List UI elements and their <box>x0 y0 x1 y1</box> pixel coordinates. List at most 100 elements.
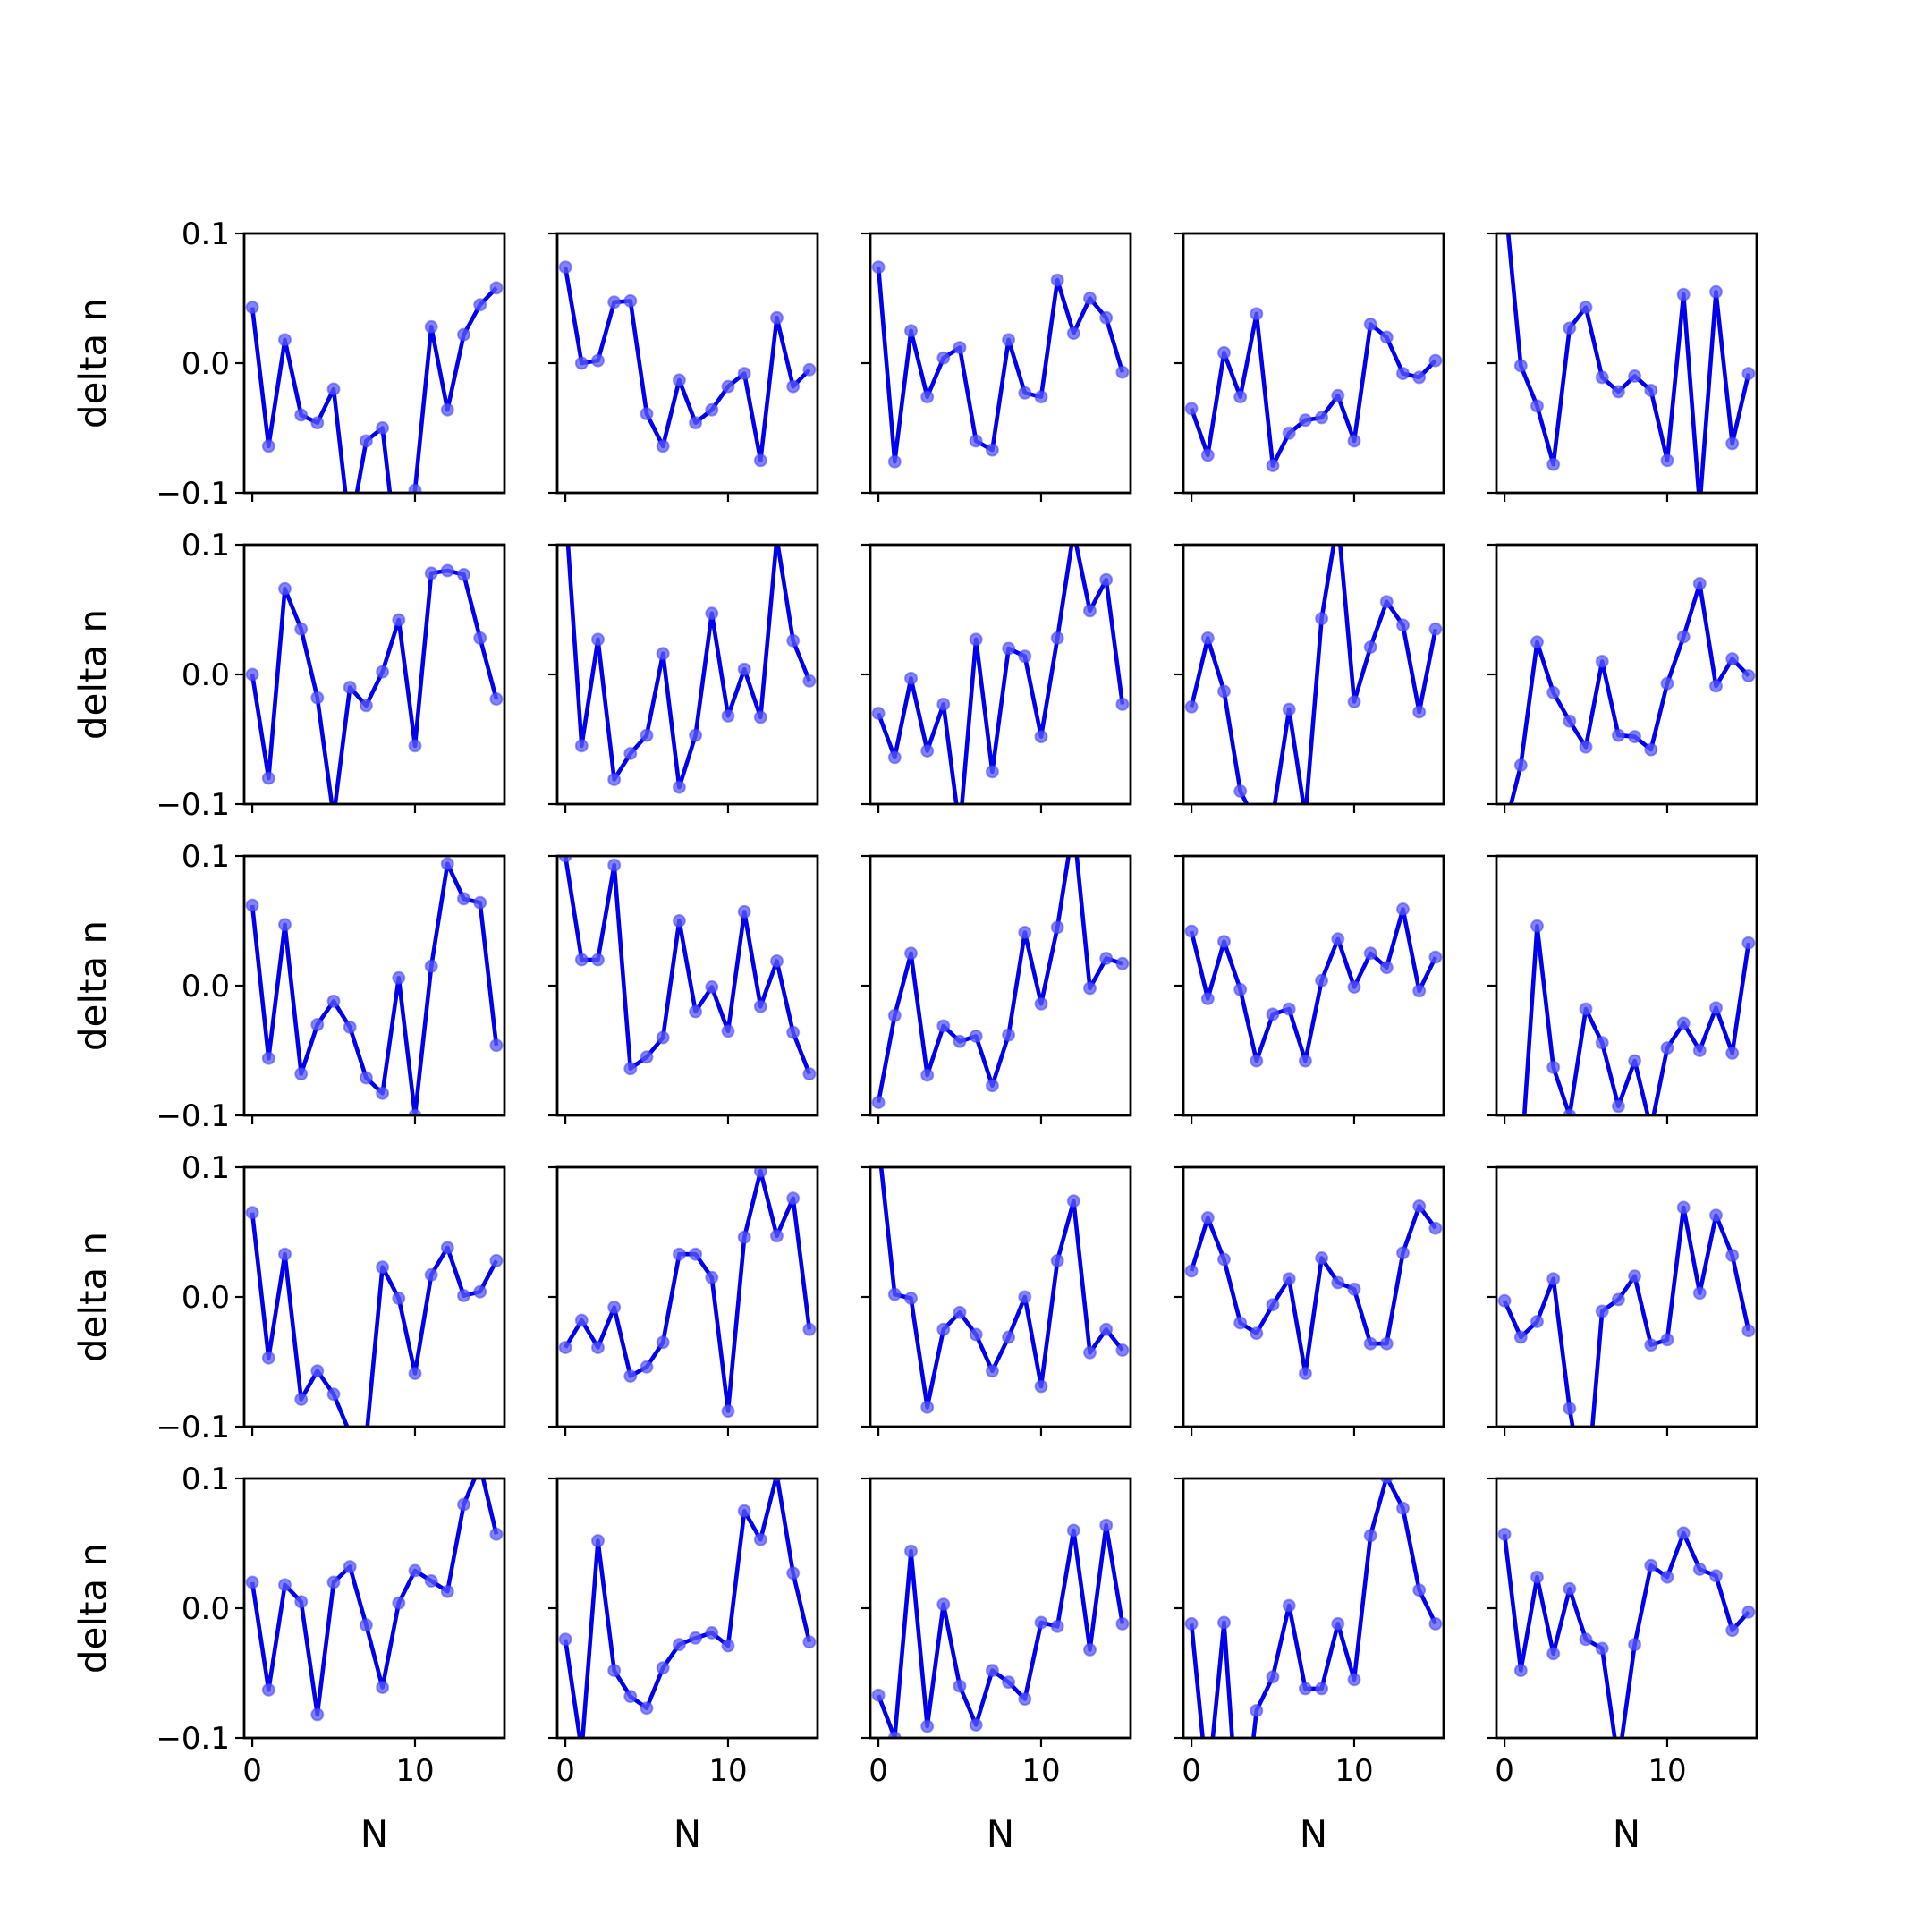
data-point <box>376 1086 390 1100</box>
data-point <box>1595 370 1609 385</box>
data-point <box>985 765 999 779</box>
data-point <box>969 434 983 448</box>
series-group <box>245 281 504 493</box>
data-point <box>294 1067 309 1081</box>
data-point <box>473 895 487 910</box>
data-point <box>607 773 622 786</box>
series-line <box>565 545 812 790</box>
subplot-r3-c4 <box>1487 1165 1758 1436</box>
data-point <box>1644 1558 1658 1572</box>
data-point <box>489 1527 504 1541</box>
data-point <box>1676 1526 1690 1540</box>
data-point <box>1595 1036 1609 1050</box>
data-point <box>1266 1007 1280 1021</box>
data-point <box>261 1682 275 1697</box>
data-point <box>1347 1282 1361 1296</box>
series-line <box>1503 1205 1751 1427</box>
data-point <box>1563 1581 1577 1596</box>
series-line <box>876 545 1125 804</box>
data-point <box>392 613 406 627</box>
data-point <box>1034 996 1048 1011</box>
data-point <box>310 1018 325 1031</box>
data-point <box>871 260 886 275</box>
data-point <box>705 1626 719 1640</box>
data-point <box>1363 946 1377 961</box>
data-point <box>1018 1692 1032 1706</box>
data-point <box>753 1167 767 1178</box>
data-point <box>1233 390 1248 404</box>
data-point <box>786 1566 801 1580</box>
data-point <box>1428 353 1443 368</box>
data-point <box>457 1497 470 1512</box>
data-point <box>705 980 719 994</box>
data-point <box>640 1701 654 1716</box>
subplot-r2-c4 <box>1487 854 1758 1124</box>
data-point <box>1741 367 1756 381</box>
data-point <box>1546 1060 1561 1074</box>
data-point <box>1396 618 1410 632</box>
data-point <box>261 1351 275 1365</box>
data-point <box>1184 1264 1199 1278</box>
data-point <box>985 443 999 457</box>
data-point <box>591 1534 605 1548</box>
data-point <box>705 402 719 417</box>
series-line <box>563 1479 812 1738</box>
series-line <box>1189 545 1438 804</box>
data-point <box>1579 1002 1593 1016</box>
data-point <box>1363 318 1377 331</box>
data-point <box>705 1270 719 1284</box>
data-point <box>623 1690 638 1704</box>
data-point <box>1497 1527 1512 1541</box>
data-point <box>473 631 487 645</box>
data-point <box>1315 411 1329 425</box>
data-point <box>753 1532 767 1546</box>
data-point <box>261 771 275 785</box>
series-line <box>1505 233 1751 493</box>
data-point <box>737 662 751 676</box>
data-point <box>1002 641 1016 656</box>
y-tick-label: −0.1 <box>156 1410 230 1445</box>
data-point <box>1579 301 1593 315</box>
data-point <box>887 1287 902 1301</box>
data-point <box>591 1341 605 1354</box>
data-point <box>440 857 454 871</box>
data-point <box>969 1030 983 1043</box>
data-point <box>672 373 686 387</box>
data-point <box>424 319 438 334</box>
data-point <box>574 356 589 370</box>
data-point <box>953 341 967 355</box>
x-axis-label: N <box>1613 1812 1640 1856</box>
data-point <box>1530 919 1544 933</box>
data-point <box>457 892 470 906</box>
data-point <box>1083 1642 1097 1657</box>
data-point <box>294 408 309 422</box>
data-point <box>1709 1001 1723 1015</box>
data-point <box>721 379 735 394</box>
data-point <box>1200 631 1215 645</box>
data-point <box>953 1305 967 1319</box>
x-tick-label: 0 <box>555 1753 575 1789</box>
data-point <box>278 1578 292 1592</box>
data-point <box>1115 697 1130 711</box>
series-line <box>250 1212 498 1427</box>
data-point <box>705 606 719 621</box>
data-point <box>953 1679 967 1693</box>
data-point <box>1331 388 1345 402</box>
data-point <box>1250 1054 1264 1068</box>
data-point <box>558 1632 572 1647</box>
data-point <box>1315 1251 1329 1265</box>
data-point <box>424 566 438 580</box>
series-line <box>1189 311 1437 468</box>
data-point <box>904 1544 918 1558</box>
y-tick-label: 0.0 <box>182 1591 230 1627</box>
y-tick-label: −0.1 <box>156 476 230 512</box>
data-point <box>656 1030 670 1045</box>
data-point <box>1428 1221 1443 1235</box>
data-point <box>1115 1616 1130 1631</box>
y-tick-label: 0.0 <box>182 346 230 382</box>
data-point <box>802 1635 817 1649</box>
subplot-r0-c4 <box>1487 232 1758 502</box>
data-point <box>408 1108 422 1115</box>
data-point <box>1050 1253 1064 1267</box>
data-point <box>689 1004 703 1019</box>
